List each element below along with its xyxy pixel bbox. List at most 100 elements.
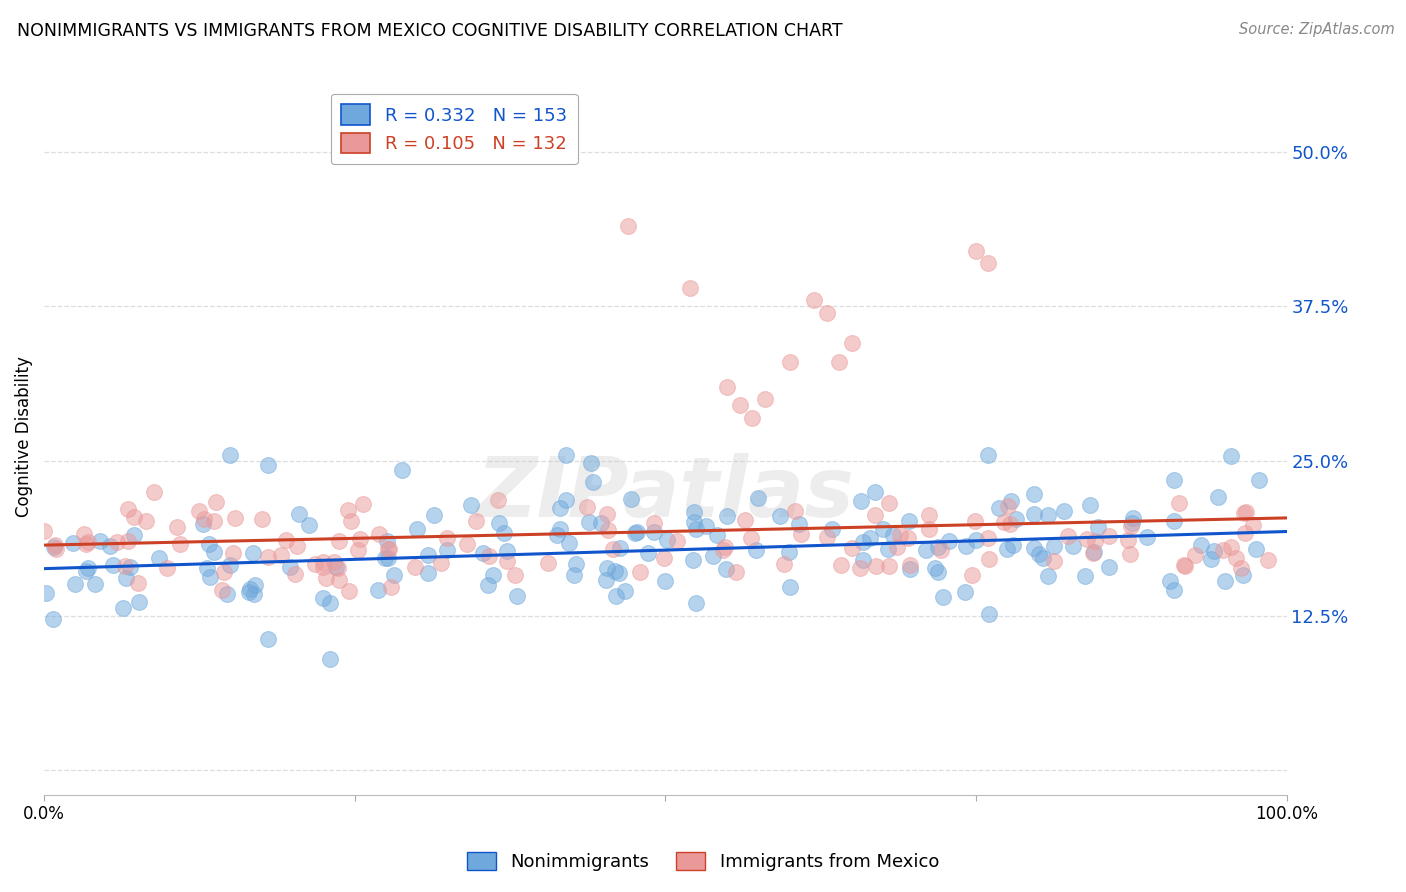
Point [828, 355, 851, 369]
Point [790, 527, 813, 541]
Point [202, 545, 225, 559]
Point [779, 580, 801, 594]
Point [977, 607, 1000, 621]
Point [212, 565, 235, 579]
Point [380, 580, 402, 594]
Point [352, 497, 374, 511]
Point [859, 531, 882, 545]
Point [285, 539, 308, 553]
Point [120, 560, 142, 574]
Point [505, 568, 527, 582]
Point [682, 505, 704, 519]
Point [423, 508, 446, 523]
Point [114, 559, 136, 574]
Point [652, 551, 675, 566]
Point [456, 537, 478, 551]
Point [135, 514, 157, 528]
Point [198, 570, 221, 584]
Point [218, 558, 240, 572]
Point [278, 559, 301, 574]
Point [1074, 568, 1097, 582]
Point [315, 571, 337, 585]
Point [73, 527, 96, 541]
Point [778, 545, 800, 559]
Point [340, 514, 363, 528]
Point [685, 522, 707, 536]
Point [953, 585, 976, 599]
Point [460, 498, 482, 512]
Point [202, 515, 225, 529]
Point [471, 546, 494, 560]
Point [1119, 547, 1142, 561]
Point [112, 601, 135, 615]
Point [1159, 574, 1181, 589]
Point [716, 380, 738, 394]
Point [76, 534, 98, 549]
Point [537, 556, 560, 570]
Y-axis label: Cognitive Disability: Cognitive Disability [15, 356, 32, 516]
Point [977, 552, 1000, 566]
Point [555, 448, 578, 462]
Point [716, 508, 738, 523]
Point [274, 533, 297, 547]
Point [35, 585, 58, 599]
Point [815, 305, 838, 319]
Point [988, 500, 1011, 515]
Point [1220, 540, 1243, 554]
Point [679, 281, 702, 295]
Point [966, 533, 988, 547]
Point [741, 410, 763, 425]
Point [609, 566, 631, 581]
Point [897, 532, 920, 546]
Point [1233, 526, 1256, 541]
Point [863, 508, 886, 522]
Point [204, 495, 226, 509]
Point [713, 543, 735, 558]
Point [624, 525, 647, 540]
Point [754, 392, 776, 406]
Point [436, 542, 458, 557]
Point [506, 589, 529, 603]
Point [849, 494, 872, 508]
Point [932, 591, 955, 605]
Point [965, 244, 987, 258]
Point [239, 582, 262, 596]
Point [312, 560, 335, 574]
Point [595, 574, 617, 588]
Point [304, 558, 326, 572]
Point [1163, 473, 1185, 487]
Point [312, 555, 335, 569]
Point [242, 546, 264, 560]
Point [1002, 538, 1025, 552]
Point [436, 531, 458, 545]
Point [841, 541, 863, 556]
Point [166, 520, 188, 534]
Point [1163, 582, 1185, 597]
Point [803, 293, 825, 307]
Point [724, 565, 747, 579]
Point [654, 574, 676, 589]
Point [326, 561, 349, 575]
Point [785, 504, 807, 518]
Point [311, 591, 333, 606]
Point [1199, 552, 1222, 566]
Point [287, 507, 309, 521]
Point [576, 500, 599, 515]
Point [1032, 550, 1054, 565]
Point [193, 512, 215, 526]
Point [1212, 543, 1234, 558]
Text: ZIPatlas: ZIPatlas [477, 453, 855, 534]
Point [367, 582, 389, 597]
Point [496, 554, 519, 568]
Point [977, 448, 1000, 462]
Point [852, 553, 875, 567]
Point [488, 516, 510, 531]
Point [1189, 538, 1212, 552]
Point [211, 582, 233, 597]
Point [882, 527, 904, 541]
Point [830, 558, 852, 573]
Point [643, 524, 665, 539]
Point [1229, 561, 1251, 575]
Point [252, 512, 274, 526]
Point [1043, 554, 1066, 568]
